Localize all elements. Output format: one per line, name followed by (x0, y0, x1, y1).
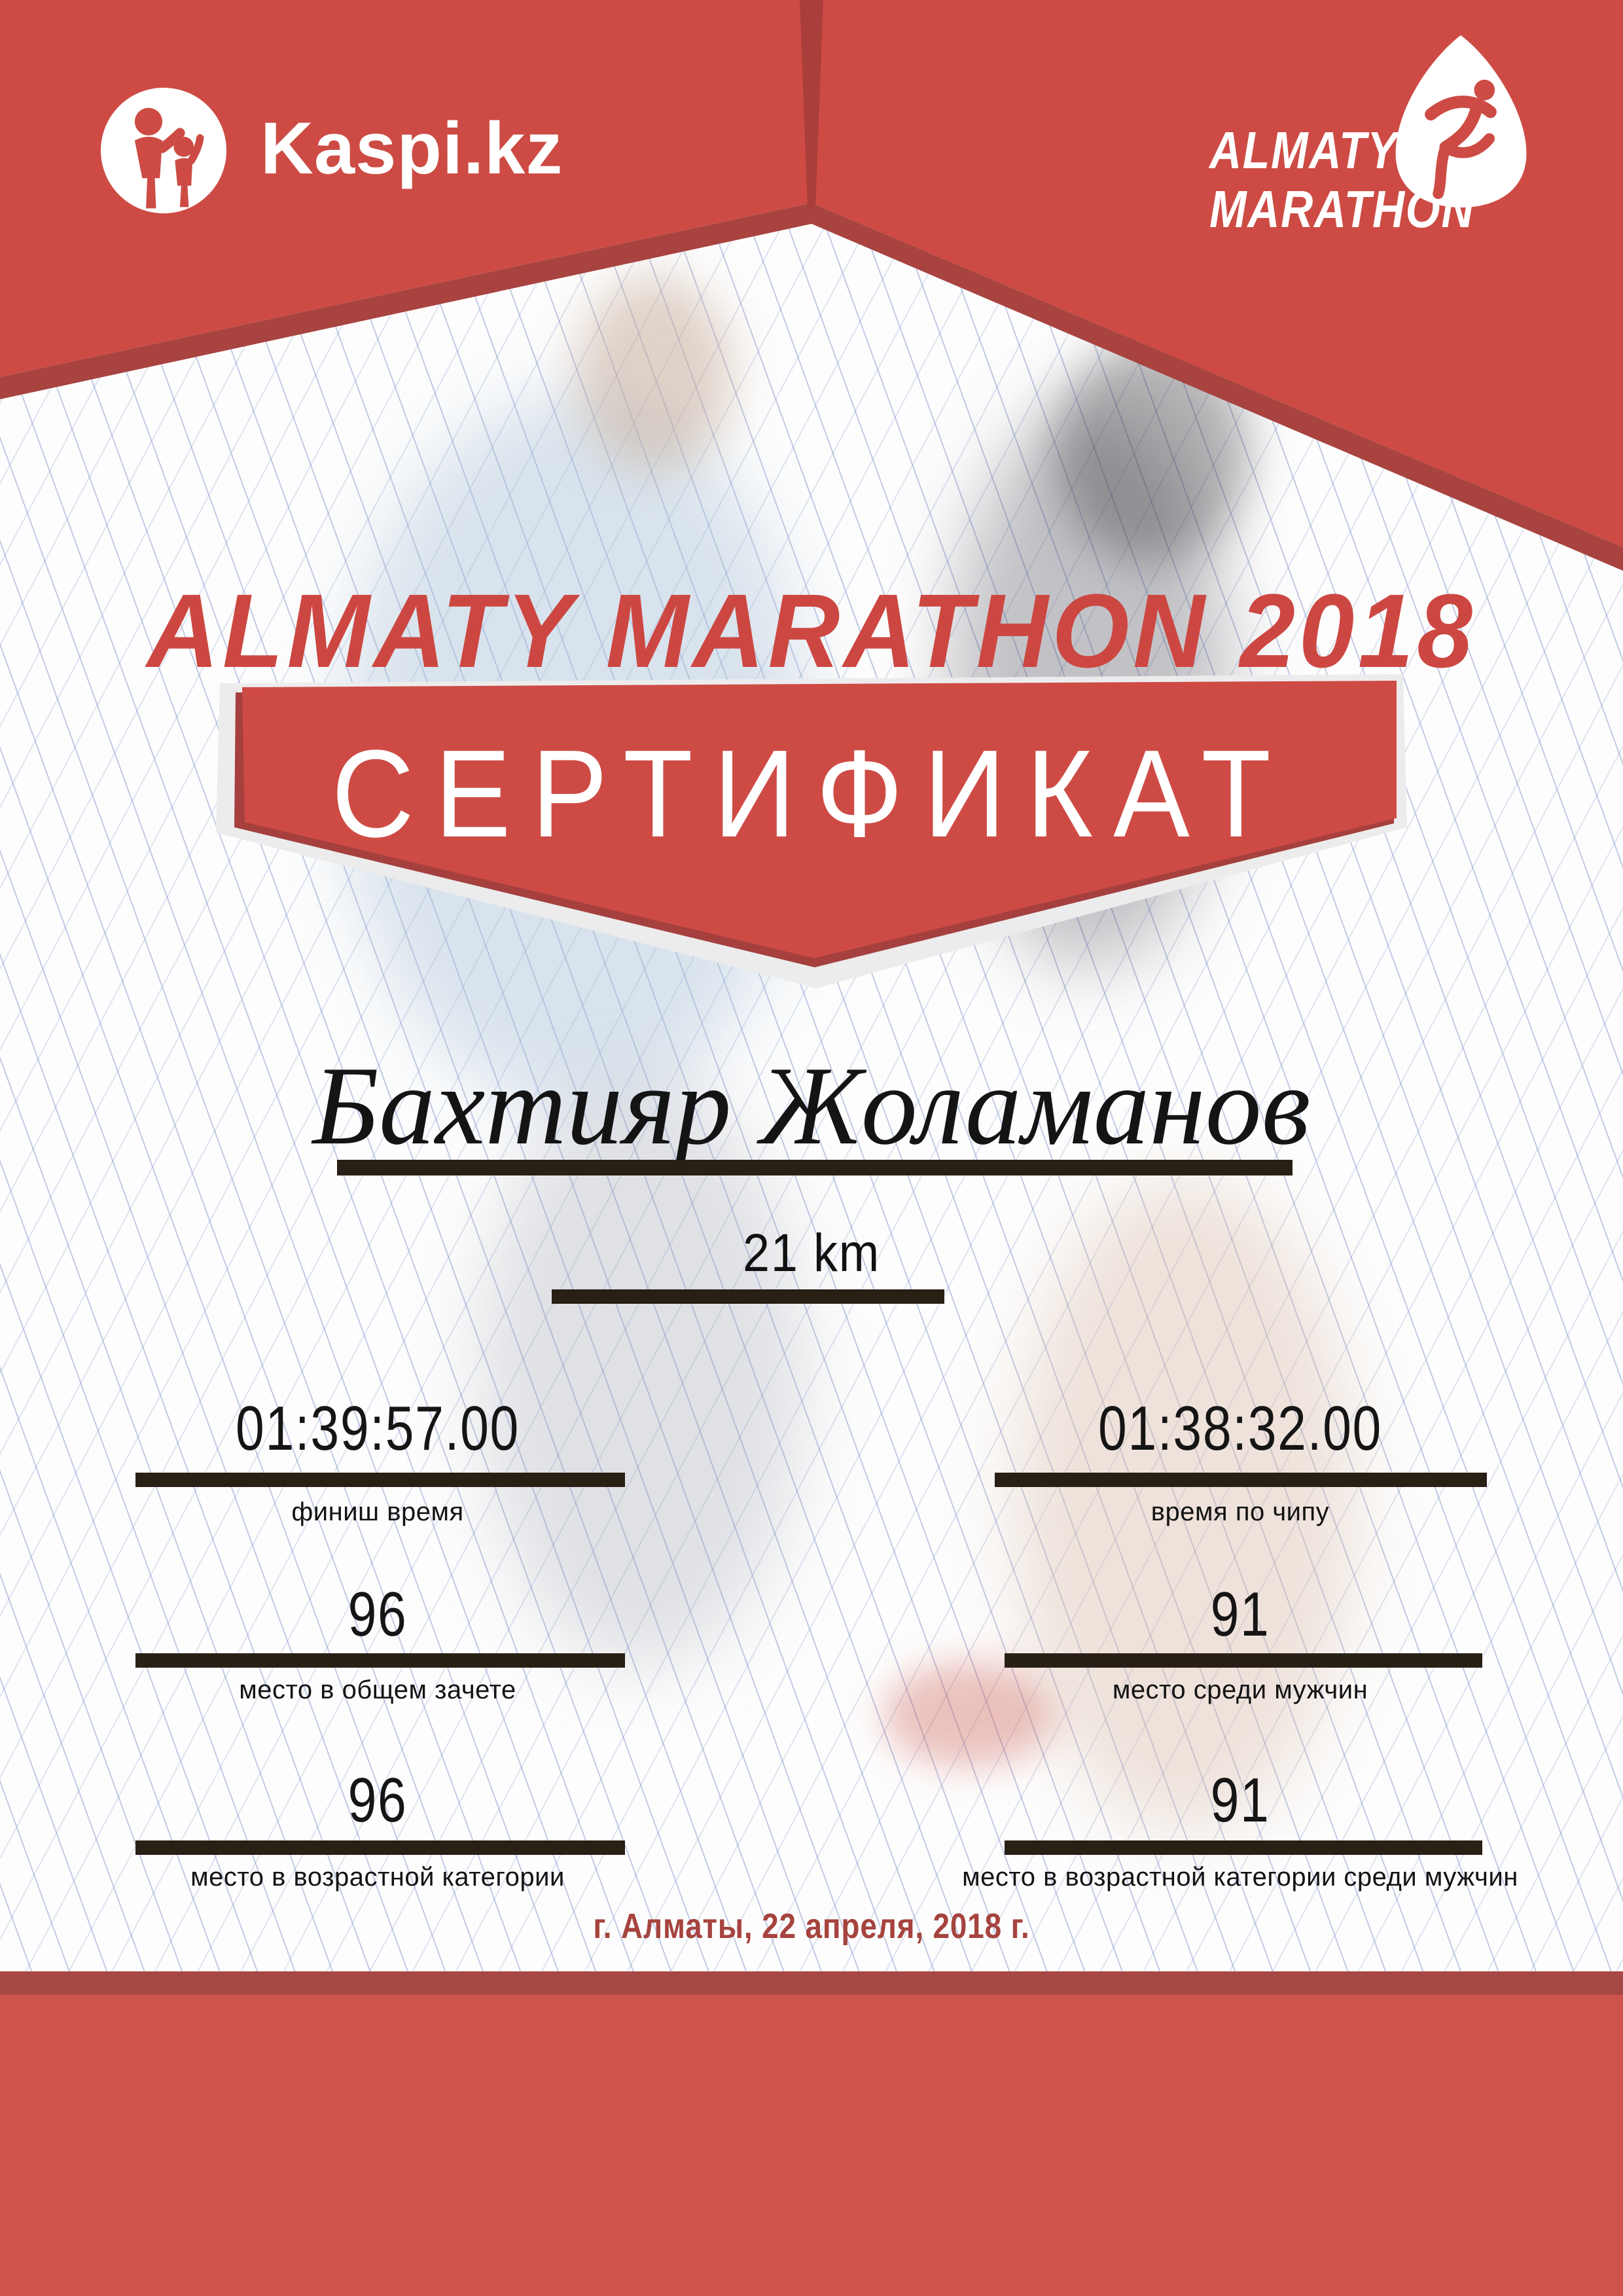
almaty-line: ALMATY (1209, 121, 1399, 179)
stat-rule (135, 1653, 625, 1668)
age-place-label: место в возрастной категории (190, 1863, 565, 1892)
certificate-badge: СЕРТИФИКАТ (216, 669, 1407, 990)
photo-runner-legs (478, 1080, 805, 1669)
certificate-label: СЕРТИФИКАТ (331, 725, 1292, 863)
men-place-label: место среди мужчин (1112, 1676, 1368, 1704)
footer-accent-bar (0, 1971, 1623, 1995)
header-banner: Kaspi.kz ALMATY MARATHON (0, 0, 1623, 589)
photo-runner2-legs (1014, 1178, 1355, 1833)
chip-time-label: время по чипу (1150, 1498, 1330, 1526)
photo-red-shoe (883, 1662, 1054, 1767)
age-men-place-value: 91 (1210, 1765, 1270, 1835)
men-place-value: 91 (1210, 1579, 1270, 1649)
footer-sponsor-band (0, 1995, 1623, 2296)
stat-rule (135, 1473, 625, 1487)
stat-rule (995, 1473, 1487, 1487)
distance-value: 21 km (743, 1223, 880, 1283)
age-men-place-label: место в возрастной категории среди мужчи… (962, 1863, 1518, 1892)
distance-underline (552, 1289, 944, 1304)
kaspi-people-icon (134, 107, 204, 209)
photo-runner-head (576, 275, 733, 471)
event-title: ALMATY MARATHON 2018 (147, 572, 1476, 689)
almaty-marathon-runner-icon (1395, 35, 1527, 207)
stat-rule (1005, 1840, 1482, 1855)
overall-place-value: 96 (348, 1579, 408, 1649)
stat-rule (1005, 1653, 1482, 1668)
kaspi-logo-icon (101, 88, 226, 213)
age-place-value: 96 (348, 1765, 408, 1835)
finish-time-label: финиш время (291, 1498, 464, 1526)
event-date: г. Алматы, 22 апреля, 2018 г. (593, 1907, 1030, 1946)
finish-time-value: 01:39:57.00 (236, 1393, 520, 1463)
recipient-name: Бахтияр Жоламанов (312, 1044, 1311, 1168)
almaty-marathon-wordmark: ALMATY MARATHON (1209, 121, 1474, 238)
chip-time-value: 01:38:32.00 (1098, 1393, 1382, 1463)
stat-rule (135, 1840, 625, 1855)
kaspi-logo-wordmark: Kaspi.kz (260, 107, 563, 189)
name-underline (337, 1160, 1293, 1175)
overall-place-label: место в общем зачете (239, 1676, 516, 1704)
